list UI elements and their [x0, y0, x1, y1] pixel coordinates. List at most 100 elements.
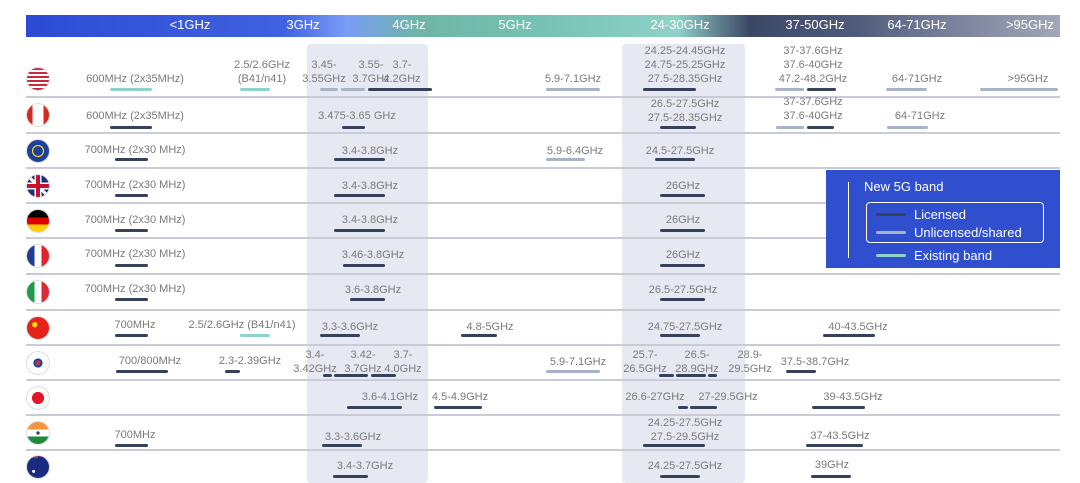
licensed-band-bar: [660, 298, 705, 301]
band-label: 3.7- 4.2GHz: [383, 59, 421, 85]
licensed-band-bar: [660, 229, 705, 232]
licensed-band-bar: [323, 374, 332, 377]
band-label: 700MHz (2x30 MHz): [84, 214, 186, 226]
band-label: 26GHz: [665, 214, 701, 226]
france-flag-icon: [26, 244, 50, 268]
row-divider: [26, 379, 1060, 381]
band-label: 3.7- 4.0GHz: [384, 349, 422, 375]
china-flag-icon: [26, 315, 50, 340]
mmwave-highlight-column: [622, 44, 745, 483]
unlicensed-band-bar: [775, 88, 804, 91]
band-label: 3.6-3.8GHz: [344, 284, 402, 296]
band-label: 5.9-7.1GHz: [544, 73, 602, 85]
row-divider: [26, 449, 1060, 451]
row-divider: [26, 309, 1060, 311]
unlicensed-band-bar: [546, 158, 585, 161]
licensed-band-bar: [655, 158, 695, 161]
licensed-band-bar: [811, 475, 851, 478]
band-label: >95GHz: [1007, 73, 1049, 85]
band-header-label: 5GHz: [498, 17, 532, 32]
band-header-label: >95GHz: [1005, 17, 1055, 32]
licensed-band-bar: [320, 334, 360, 337]
japan-flag-icon: [26, 385, 50, 410]
row-divider: [26, 167, 1060, 169]
licensed-band-bar: [116, 370, 168, 373]
legend-label: Licensed: [914, 207, 967, 222]
band-label: 3.6-4.1GHz: [361, 391, 419, 403]
licensed-band-bar: [110, 126, 152, 129]
band-label: 3.3-3.6GHz: [324, 431, 382, 443]
band-label: 25.7- 26.5GHz: [623, 349, 667, 375]
licensed-band-bar: [807, 126, 834, 129]
band-label: 37-43.5GHz: [810, 430, 870, 442]
band-label: 26.5- 28.9GHz: [675, 349, 719, 375]
licensed-band-bar: [350, 298, 385, 301]
licensed-band-bar: [660, 475, 700, 478]
band-label: 27-29.5GHz: [698, 391, 758, 403]
licensed-band-bar: [334, 158, 385, 161]
band-label: 5.9-6.4GHz: [546, 145, 604, 157]
band-label: 700MHz (2x30 MHz): [84, 248, 186, 260]
legend: New 5G band Licensed Unlicensed/shared E…: [826, 170, 1060, 268]
band-label: 3.4-3.8GHz: [341, 214, 399, 226]
licensed-band-bar: [333, 475, 368, 478]
unlicensed-swatch: [876, 231, 906, 234]
band-label: 700MHz: [114, 429, 156, 441]
licensed-band-bar: [347, 406, 402, 409]
band-label: 37.5-38.7GHz: [780, 356, 850, 368]
band-label: 26.5-27.5GHz 27.5-28.35GHz: [647, 98, 723, 124]
unlicensed-band-bar: [320, 88, 338, 91]
legend-label: Unlicensed/shared: [914, 225, 1022, 240]
licensed-band-bar: [676, 374, 706, 377]
band-header-label: 3GHz: [286, 17, 320, 32]
existing-band-bar: [240, 334, 270, 337]
licensed-band-bar: [371, 374, 396, 377]
band-label: 64-71GHz: [894, 110, 946, 122]
band-label: 3.46-3.8GHz: [341, 249, 405, 261]
band-label: 24.25-24.45GHz 24.75-25.25GHz 27.5-28.35…: [644, 45, 726, 85]
licensed-band-bar: [806, 444, 863, 447]
unlicensed-band-bar: [341, 88, 365, 91]
band-label: 24.75-27.5GHz: [647, 321, 723, 333]
band-label: 26.5-27.5GHz: [648, 284, 718, 296]
licensed-band-bar: [334, 374, 368, 377]
band-label: 2.3-2.39GHz: [218, 355, 282, 367]
band-label: 3.4-3.7GHz: [336, 460, 394, 472]
row-divider: [26, 132, 1060, 134]
licensed-band-bar: [660, 126, 696, 129]
us-flag-icon: [26, 66, 50, 91]
existing-swatch: [876, 254, 906, 257]
band-label: 600MHz (2x35MHz): [86, 110, 184, 122]
band-label: 2.5/2.6GHz (B41/n41): [188, 319, 296, 331]
band-header-label: 24-30GHz: [650, 17, 710, 32]
unlicensed-band-bar: [980, 88, 1058, 91]
licensed-band-bar: [660, 194, 705, 197]
licensed-band-bar: [660, 334, 700, 337]
licensed-band-bar: [659, 374, 674, 377]
new-band-group: [866, 202, 1044, 243]
legend-item-unlicensed: Unlicensed/shared: [876, 225, 1022, 240]
licensed-band-bar: [115, 229, 148, 232]
unlicensed-band-bar: [776, 126, 804, 129]
licensed-band-bar: [823, 334, 875, 337]
licensed-band-bar: [115, 158, 148, 161]
licensed-band-bar: [678, 406, 688, 409]
licensed-band-bar: [368, 88, 432, 91]
unlicensed-band-bar: [886, 88, 927, 91]
band-label: 4.8-5GHz: [466, 321, 514, 333]
row-divider: [26, 344, 1060, 346]
row-divider: [26, 273, 1060, 275]
row-divider: [26, 96, 1060, 98]
licensed-band-bar: [643, 444, 705, 447]
band-label: 26GHz: [665, 249, 701, 261]
canada-flag-icon: [26, 103, 50, 127]
unlicensed-band-bar: [887, 126, 928, 129]
band-label: 64-71GHz: [891, 73, 943, 85]
licensed-band-bar: [708, 374, 717, 377]
licensed-band-bar: [342, 126, 365, 129]
existing-band-bar: [110, 88, 152, 91]
korea-flag-icon: [26, 350, 50, 375]
band-header-label: 4GHz: [392, 17, 426, 32]
band-header-label: <1GHz: [169, 17, 211, 32]
licensed-band-bar: [334, 229, 385, 232]
